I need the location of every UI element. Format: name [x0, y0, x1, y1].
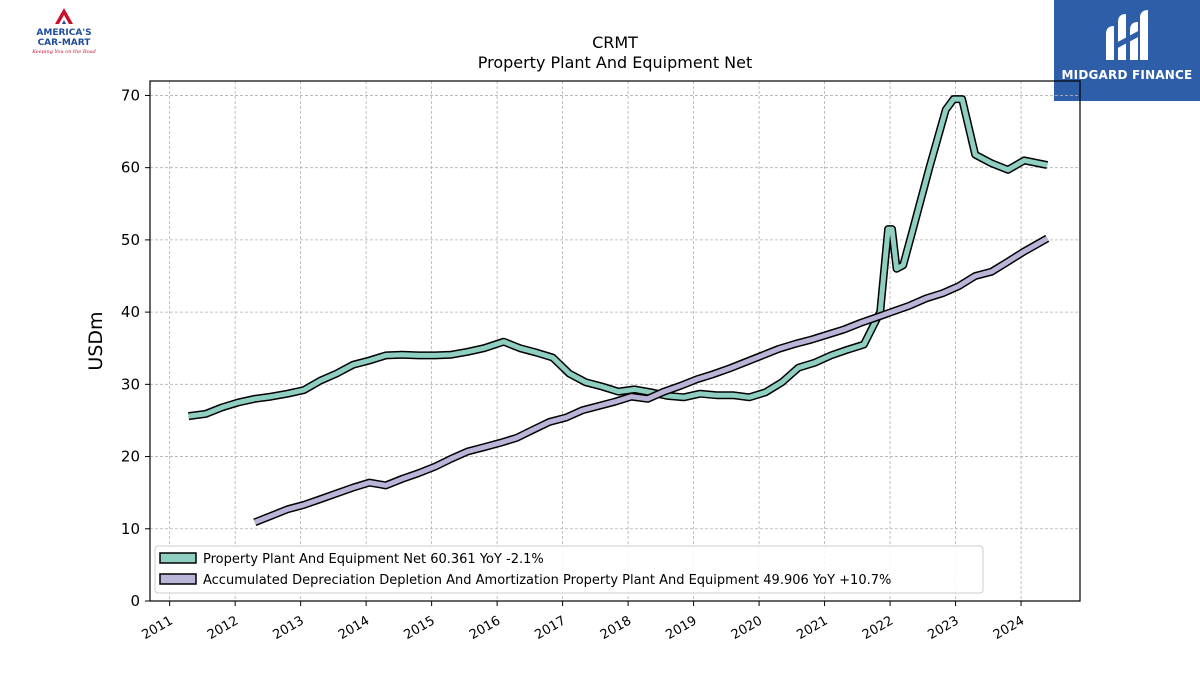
x-tick-label: 2023: [925, 613, 961, 643]
series-layer: [188, 95, 1050, 527]
x-tick-label: 2016: [467, 613, 503, 643]
chart-title: CRMT: [592, 33, 638, 52]
y-tick-label: 10: [121, 520, 140, 538]
x-tick-label: 2020: [729, 613, 765, 643]
y-tick-label: 30: [121, 375, 140, 393]
x-tick-label: 2015: [401, 613, 437, 643]
x-tick-label: 2011: [139, 613, 175, 643]
legend-swatch: [159, 552, 197, 564]
midgard-finance-logo: MIDGARD FINANCE: [1054, 0, 1200, 101]
y-tick-label: 20: [121, 448, 140, 466]
car-mart-logo-line1: AMERICA'S: [36, 28, 92, 38]
chart-subtitle: Property Plant And Equipment Net: [478, 53, 753, 72]
legend-label: Property Plant And Equipment Net 60.361 …: [203, 552, 544, 567]
x-tick-label: 2021: [794, 613, 830, 643]
x-axis: 2011 2012 2013 2014 2015 2016 2017 2018 2019 2020…: [139, 601, 1027, 643]
x-tick-label: 2018: [598, 613, 634, 643]
car-mart-tagline: Keeping You on the Road: [32, 49, 96, 55]
x-tick-label: 2022: [860, 613, 896, 643]
x-tick-label: 2014: [336, 613, 372, 643]
series-1-line: [188, 96, 1048, 419]
legend-box: [154, 545, 984, 594]
y-axis: 0 10 20 30 40 50 60 70: [121, 86, 150, 610]
x-tick-label: 2024: [991, 613, 1027, 643]
americas-car-mart-logo: AMERICA'S CAR-MART Keeping You on the Ro…: [22, 6, 106, 58]
x-tick-label: 2017: [532, 613, 568, 643]
series-2-line: [253, 236, 1049, 525]
midgard-finance-emblem-icon: [1106, 10, 1148, 60]
y-tick-label: 60: [121, 159, 140, 177]
grid-lines: [150, 81, 1080, 601]
midgard-finance-wordmark: MIDGARD FINANCE: [1061, 68, 1193, 82]
car-mart-logo-wordmark: AMERICA'S CAR-MART: [22, 28, 106, 48]
y-tick-label: 50: [121, 231, 140, 249]
legend: Property Plant And Equipment Net 60.361 …: [154, 545, 984, 594]
x-tick-label: 2019: [663, 613, 699, 643]
y-tick-label: 40: [121, 303, 140, 321]
x-tick-label: 2012: [205, 613, 241, 643]
legend-swatch: [159, 573, 197, 585]
y-tick-label: 0: [130, 592, 140, 610]
series-2-outline: [253, 234, 1050, 527]
plot-frame: [149, 80, 1081, 602]
legend-label: Accumulated Depreciation Depletion And A…: [203, 573, 891, 588]
car-mart-logo-line2: CAR-MART: [37, 38, 91, 48]
x-tick-label: 2013: [270, 613, 306, 643]
series-1-outline: [188, 95, 1049, 421]
y-axis-label: USDm: [85, 311, 107, 370]
y-tick-label: 70: [121, 86, 140, 104]
car-mart-arch-icon: [55, 8, 73, 24]
